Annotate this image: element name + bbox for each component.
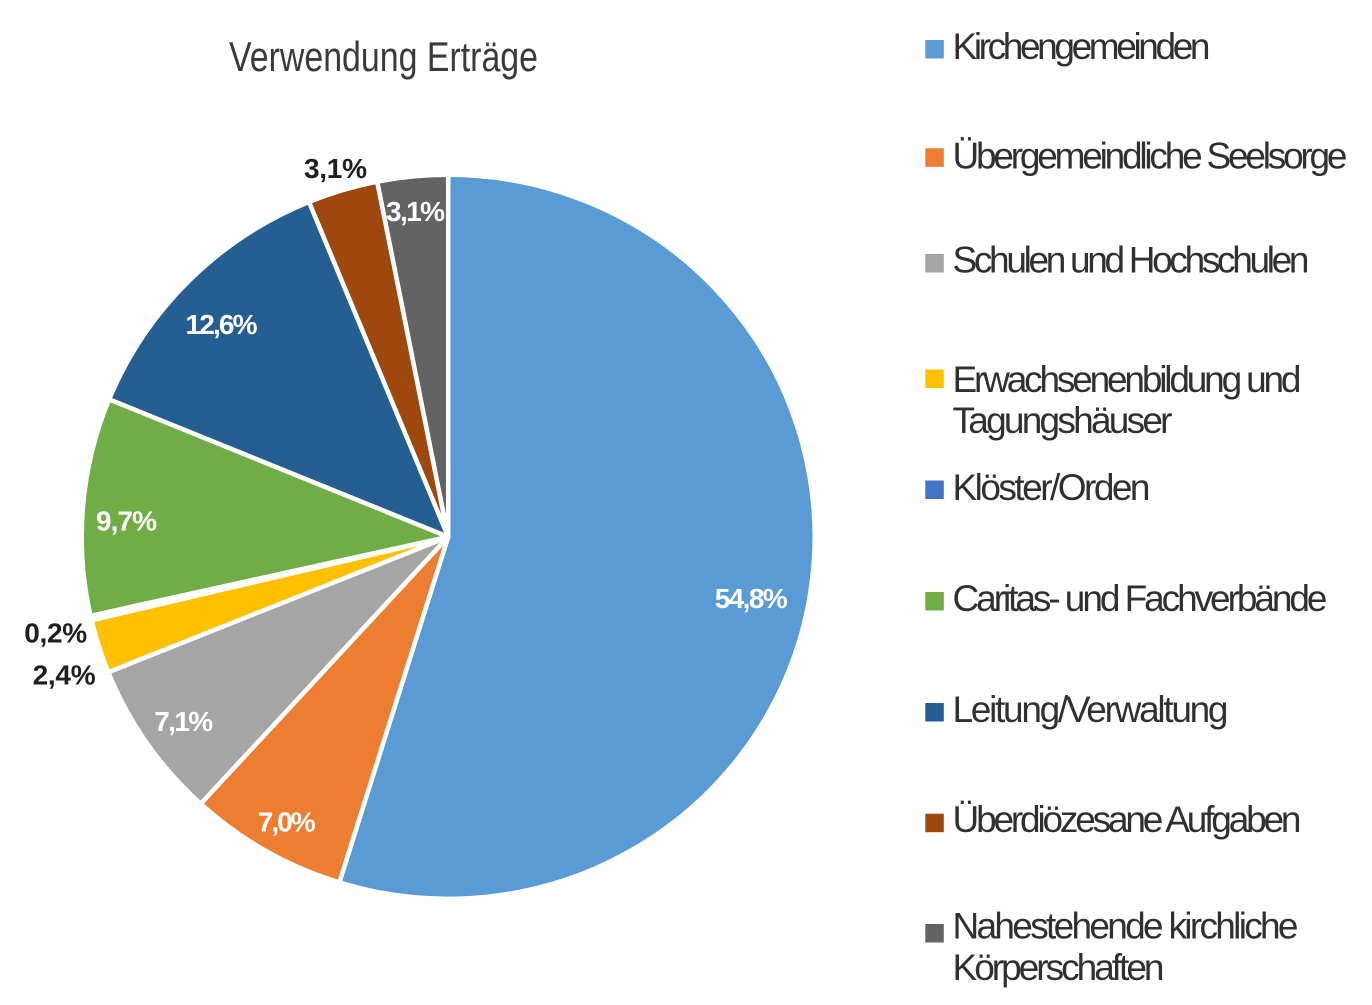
svg-text:9,7%: 9,7%: [96, 506, 157, 537]
svg-text:12,6%: 12,6%: [186, 309, 258, 340]
svg-text:3,1%: 3,1%: [386, 196, 445, 227]
svg-text:Verwendung Erträge: Verwendung Erträge: [229, 33, 538, 80]
svg-text:Tagungshäuser: Tagungshäuser: [953, 400, 1173, 441]
svg-text:Caritas- und Fachverbände: Caritas- und Fachverbände: [953, 578, 1328, 619]
svg-text:Schulen und Hochschulen: Schulen und Hochschulen: [953, 240, 1310, 281]
svg-text:Überdiözesane Aufgaben: Überdiözesane Aufgaben: [953, 799, 1302, 840]
svg-text:7,1%: 7,1%: [154, 706, 213, 737]
svg-text:54,8%: 54,8%: [715, 583, 788, 614]
svg-text:Erwachsenenbildung und: Erwachsenenbildung und: [953, 359, 1302, 400]
svg-text:Übergemeindliche Seelsorge: Übergemeindliche Seelsorge: [953, 135, 1348, 176]
svg-text:3,1%: 3,1%: [304, 153, 367, 184]
svg-text:Kirchengemeinden: Kirchengemeinden: [953, 26, 1211, 67]
svg-text:Körperschaften: Körperschaften: [953, 947, 1165, 988]
svg-text:Nahestehende kirchliche: Nahestehende kirchliche: [953, 905, 1299, 946]
svg-text:0,2%: 0,2%: [24, 618, 87, 649]
svg-text:2,4%: 2,4%: [33, 660, 96, 691]
svg-text:Klöster/Orden: Klöster/Orden: [953, 467, 1151, 508]
svg-text:Leitung/Verwaltung: Leitung/Verwaltung: [953, 689, 1229, 730]
svg-text:7,0%: 7,0%: [258, 807, 316, 838]
